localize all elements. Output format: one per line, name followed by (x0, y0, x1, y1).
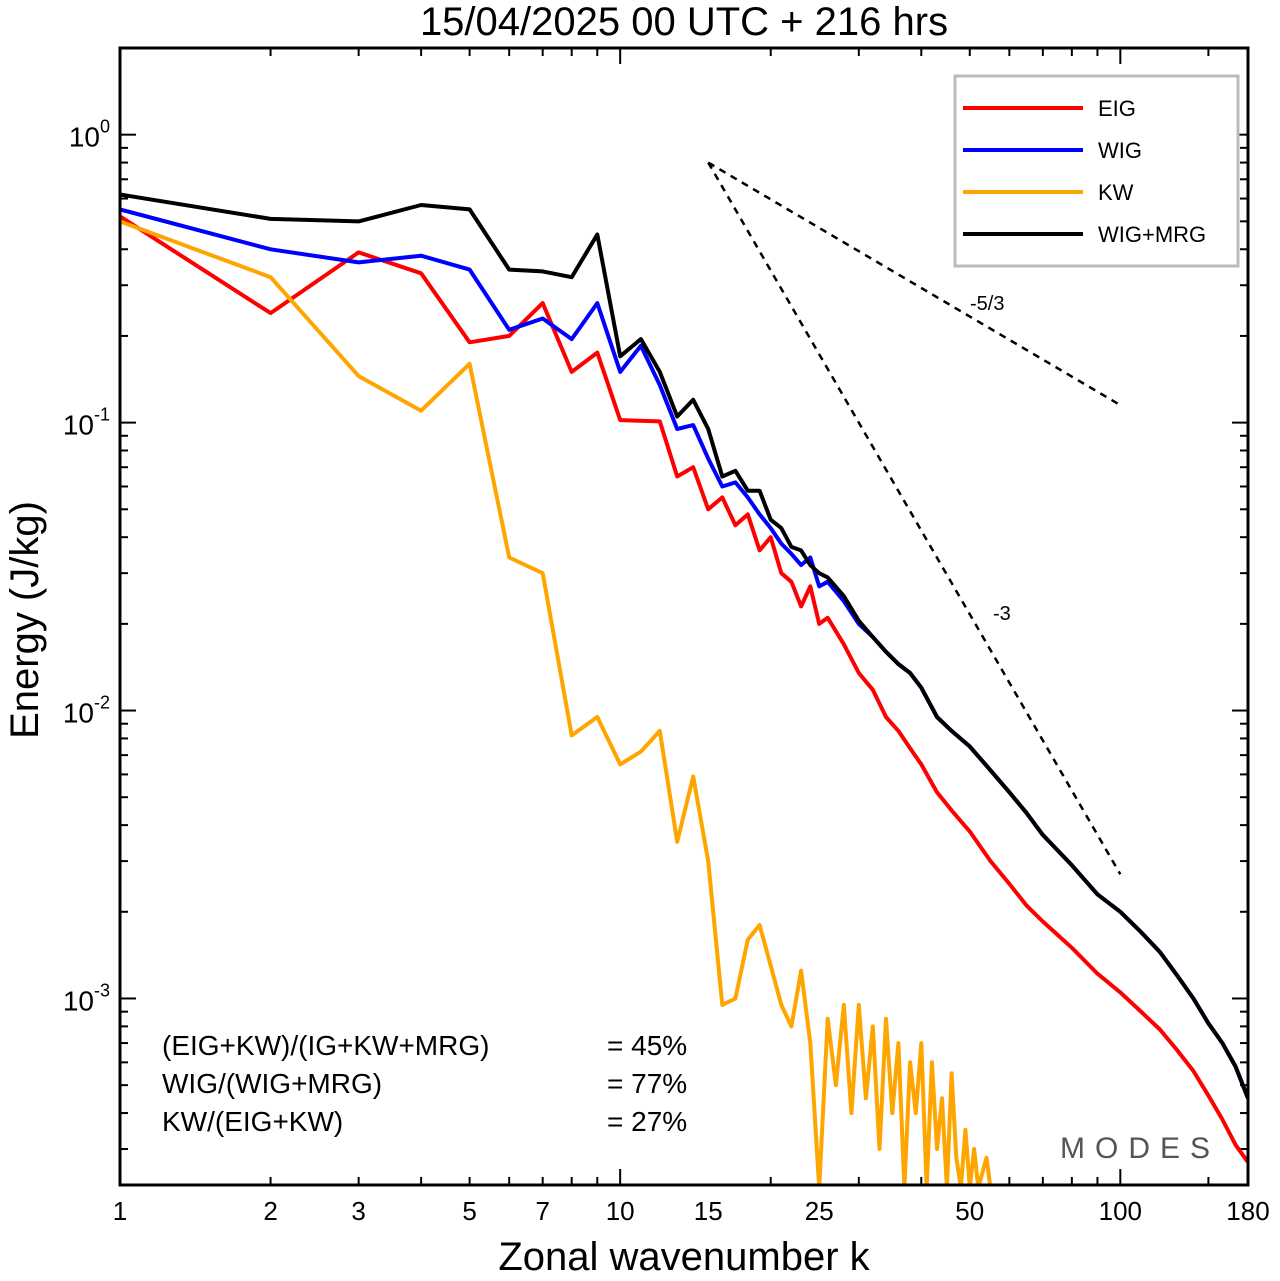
x-tick-label: 1 (113, 1196, 127, 1226)
y-tick-exponent: -3 (94, 980, 110, 1000)
x-tick-label: 100 (1099, 1196, 1142, 1226)
series-lines (120, 192, 1248, 1185)
y-tick-label: 10-2 (63, 693, 110, 729)
x-axis-label: Zonal wavenumber k (498, 1235, 870, 1279)
y-tick-exponent: 0 (100, 117, 110, 137)
legend-label: WIG+MRG (1098, 222, 1206, 247)
ratio-value: = 27% (607, 1106, 687, 1137)
x-tick-label: 5 (462, 1196, 476, 1226)
x-tick-label: 15 (694, 1196, 723, 1226)
reference-slopes: -5/3 -3 (707, 161, 1122, 875)
y-tick-label: 10-1 (63, 405, 110, 441)
x-tick-label: 50 (955, 1196, 984, 1226)
x-tick-label: 180 (1226, 1196, 1269, 1226)
legend-label: EIG (1098, 96, 1136, 121)
y-tick-label: 100 (69, 117, 110, 153)
y-tick-base: 10 (69, 122, 100, 153)
plot-frame (118, 46, 1250, 1187)
plot-border (118, 46, 1250, 1187)
ratio-label: KW/(EIG+KW) (162, 1106, 343, 1137)
modes-watermark: MODES (1060, 1132, 1220, 1165)
ratio-label: WIG/(WIG+MRG) (162, 1068, 382, 1099)
x-tick-label: 25 (805, 1196, 834, 1226)
series-line-wig-mrg (120, 192, 1248, 1100)
slope-line (707, 161, 1121, 407)
series-line-wig (120, 207, 1248, 1100)
y-tick-base: 10 (63, 410, 94, 441)
chart-title: 15/04/2025 00 UTC + 216 hrs (420, 0, 948, 44)
legend-label: WIG (1098, 138, 1142, 163)
ratio-value: = 77% (607, 1068, 687, 1099)
legend-label: KW (1098, 180, 1134, 205)
ratio-annotations: (EIG+KW)/(IG+KW+MRG) = 45% WIG/(WIG+MRG) = … (162, 1030, 687, 1137)
series-line-kw (120, 219, 993, 1185)
y-tick-base: 10 (63, 698, 94, 729)
legend: EIG WIG KW WIG+MRG (953, 74, 1240, 268)
y-tick-exponent: -2 (94, 693, 110, 713)
slope-label: -5/3 (970, 293, 1004, 315)
x-tick-label: 10 (606, 1196, 635, 1226)
x-tick-label: 2 (263, 1196, 277, 1226)
x-tick-label: 7 (535, 1196, 549, 1226)
ratio-label: (EIG+KW)/(IG+KW+MRG) (162, 1030, 489, 1061)
series-line-eig (120, 214, 1248, 1164)
y-tick-label: 10-3 (63, 980, 110, 1016)
x-tick-label: 3 (351, 1196, 365, 1226)
slope-label: -3 (993, 603, 1011, 625)
y-tick-base: 10 (63, 985, 94, 1016)
ratio-value: = 45% (607, 1030, 687, 1061)
y-axis-label: Energy (J/kg) (3, 501, 47, 739)
y-tick-exponent: -1 (94, 405, 110, 425)
